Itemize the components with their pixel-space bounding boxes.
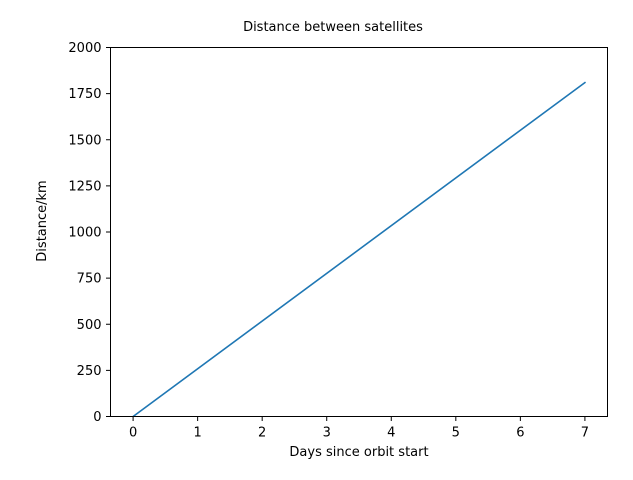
series-layer (131, 81, 587, 418)
y-tick-label: 1750 (68, 87, 101, 102)
x-tick-label: 1 (193, 426, 201, 441)
x-tick-label: 2 (258, 426, 266, 441)
chart-title: Distance between satellites (243, 20, 423, 35)
y-tick-label: 500 (77, 318, 102, 333)
x-tick-label: 4 (387, 426, 395, 441)
x-tick-label: 5 (452, 426, 460, 441)
plot-area-frame (110, 47, 608, 417)
x-tick-label: 7 (581, 426, 589, 441)
y-tick-label: 0 (93, 410, 101, 425)
x-tick-label: 6 (516, 426, 524, 441)
y-tick-label: 750 (77, 272, 102, 287)
y-axis-ticks: 0 250 500 750 1000 1250 1500 1750 2000 (68, 41, 111, 425)
y-tick-label: 1250 (68, 179, 101, 194)
y-axis-label: Distance/km (35, 180, 50, 261)
x-tick-label: 0 (129, 426, 137, 441)
series-line-0 (131, 81, 587, 418)
y-tick-label: 250 (77, 364, 102, 379)
y-tick-label: 1500 (68, 133, 101, 148)
x-axis-label: Days since orbit start (289, 445, 428, 460)
x-tick-label: 3 (323, 426, 331, 441)
x-axis-ticks: 0 1 2 3 4 5 6 7 (129, 416, 589, 441)
y-tick-label: 1000 (68, 226, 101, 241)
y-tick-label: 2000 (68, 41, 101, 56)
